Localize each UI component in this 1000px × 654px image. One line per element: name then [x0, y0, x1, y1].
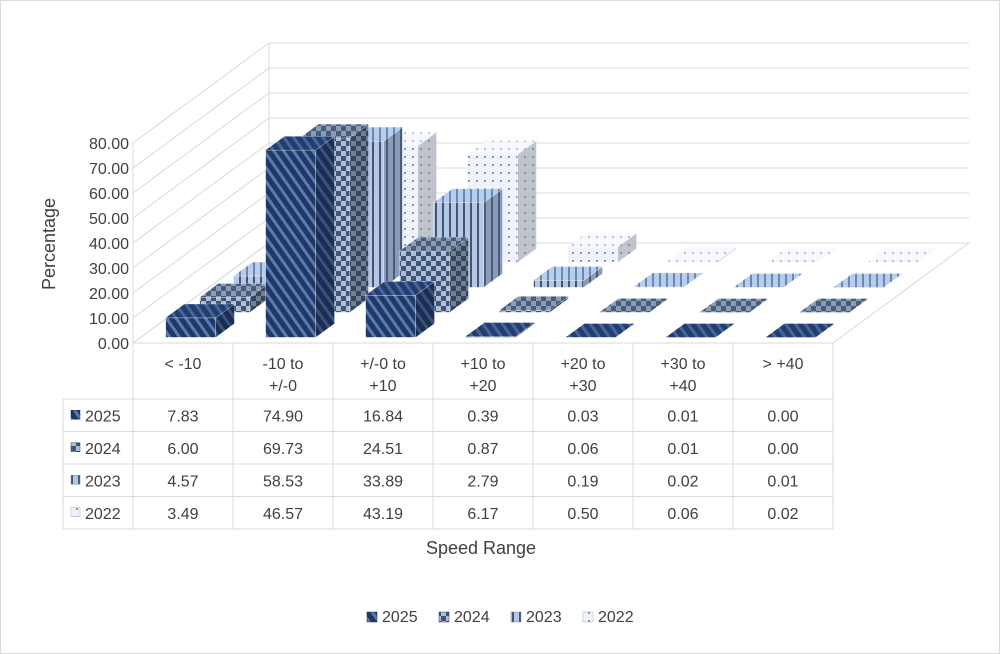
bar-2024-4: [598, 297, 670, 313]
table-cell: 2.79: [467, 473, 498, 490]
table-cell: 0.19: [567, 473, 598, 490]
legend-swatch-2025: [366, 611, 378, 623]
category-label: +/-0: [269, 378, 297, 395]
table-cell: 0.01: [667, 441, 698, 458]
category-label: +10 to: [461, 356, 506, 373]
table-cell: 6.00: [167, 441, 198, 458]
bar-2025-1: [264, 135, 336, 338]
table-cell: 43.19: [363, 506, 403, 523]
table-cell: 16.84: [363, 408, 403, 425]
bar-series-2023: [232, 126, 904, 288]
bar-series-2025: [164, 135, 836, 338]
table-cell: 33.89: [363, 473, 403, 490]
y-tick-label: 70.00: [89, 161, 129, 178]
table-series-swatch: [70, 507, 81, 517]
table-cell: 0.02: [667, 473, 698, 490]
table-series-name: 2024: [85, 441, 121, 458]
table-cell: 0.06: [567, 441, 598, 458]
table-cell: 0.87: [467, 441, 498, 458]
table-cell: 3.49: [167, 506, 198, 523]
y-tick-label: 10.00: [89, 311, 129, 328]
table-cell: 24.51: [363, 441, 403, 458]
y-tick-label: 50.00: [89, 211, 129, 228]
table-series-name: 2023: [85, 473, 121, 490]
category-label: +30 to: [661, 356, 706, 373]
y-axis-title: Percentage: [39, 198, 59, 290]
table-cell: 6.17: [467, 506, 498, 523]
y-tick-label: 20.00: [89, 286, 129, 303]
table-cell: 0.50: [567, 506, 598, 523]
legend-label-2024: 2024: [454, 609, 490, 626]
table-cell: 0.00: [767, 408, 798, 425]
table-series-name: 2022: [85, 506, 121, 523]
y-tick-label: 60.00: [89, 186, 129, 203]
legend-swatch-2022: [582, 611, 594, 623]
table-cell: 46.57: [263, 506, 303, 523]
bar-2025-0: [164, 303, 236, 338]
category-label: +40: [669, 378, 696, 395]
table-cell: 0.03: [567, 408, 598, 425]
table-cell: 0.06: [667, 506, 698, 523]
bar-2025-2: [364, 280, 436, 338]
table-series-name: 2025: [85, 408, 121, 425]
category-label: > +40: [763, 356, 804, 373]
category-label: +/-0 to: [360, 356, 406, 373]
y-tick-label: 40.00: [89, 236, 129, 253]
bar-2022-4: [666, 246, 738, 263]
bar-2023-4: [632, 272, 704, 288]
category-label: < -10: [165, 356, 202, 373]
category-label: +10: [369, 378, 396, 395]
table-cell: 74.90: [263, 408, 303, 425]
table-cell: 7.83: [167, 408, 198, 425]
legend: 2025 2024 2023 2022: [366, 609, 634, 626]
table-cell: 0.02: [767, 506, 798, 523]
table-cell: 69.73: [263, 441, 303, 458]
category-label: +30: [569, 378, 596, 395]
table-cell: 0.01: [767, 473, 798, 490]
bar-2023-6: [832, 273, 904, 288]
x-axis-title: Speed Range: [426, 538, 536, 558]
legend-swatch-2023: [510, 611, 522, 623]
bar-2022-3: [566, 232, 638, 263]
table-cell: 0.01: [667, 408, 698, 425]
y-tick-label: 0.00: [98, 336, 129, 353]
bar-2023-5: [732, 273, 804, 288]
chart-bars: [164, 123, 938, 338]
bar-2025-3: [464, 322, 536, 338]
bar-2025-5: [664, 323, 736, 338]
table-series-swatch: [70, 475, 81, 485]
bar-2025-6: [764, 323, 836, 338]
y-tick-label: 80.00: [89, 136, 129, 153]
y-tick-label: 30.00: [89, 261, 129, 278]
table-cell: 0.00: [767, 441, 798, 458]
table-cell: 4.57: [167, 473, 198, 490]
bar-2024-0: [198, 283, 270, 313]
y-axis: 0.00 10.00 20.00 30.00 40.00 50.00 60.00 70.00 8…: [89, 136, 129, 353]
floor-outline: [132, 242, 971, 344]
data-table: < -10 -10 to +/-0 +/-0 to +10 +10 to +20 +20 to…: [62, 343, 834, 530]
bar-2025-4: [564, 323, 636, 338]
category-label: +20: [469, 378, 496, 395]
bar-2024-3: [498, 295, 570, 313]
category-label: -10 to: [263, 356, 304, 373]
bar-2024-6: [798, 298, 870, 313]
bar-2024-5: [698, 298, 770, 313]
bar-2022-5: [766, 247, 838, 263]
legend-label-2023: 2023: [526, 609, 562, 626]
legend-label-2025: 2025: [382, 609, 418, 626]
bar-2022-6: [866, 248, 938, 263]
legend-label-2022: 2022: [598, 609, 634, 626]
bar-2023-3: [532, 266, 604, 288]
table-series-swatch: [70, 410, 81, 420]
table-cell: 58.53: [263, 473, 303, 490]
table-series-swatch: [70, 442, 81, 452]
table-cell: 0.39: [467, 408, 498, 425]
category-label: +20 to: [561, 356, 606, 373]
legend-swatch-2024: [438, 611, 450, 623]
